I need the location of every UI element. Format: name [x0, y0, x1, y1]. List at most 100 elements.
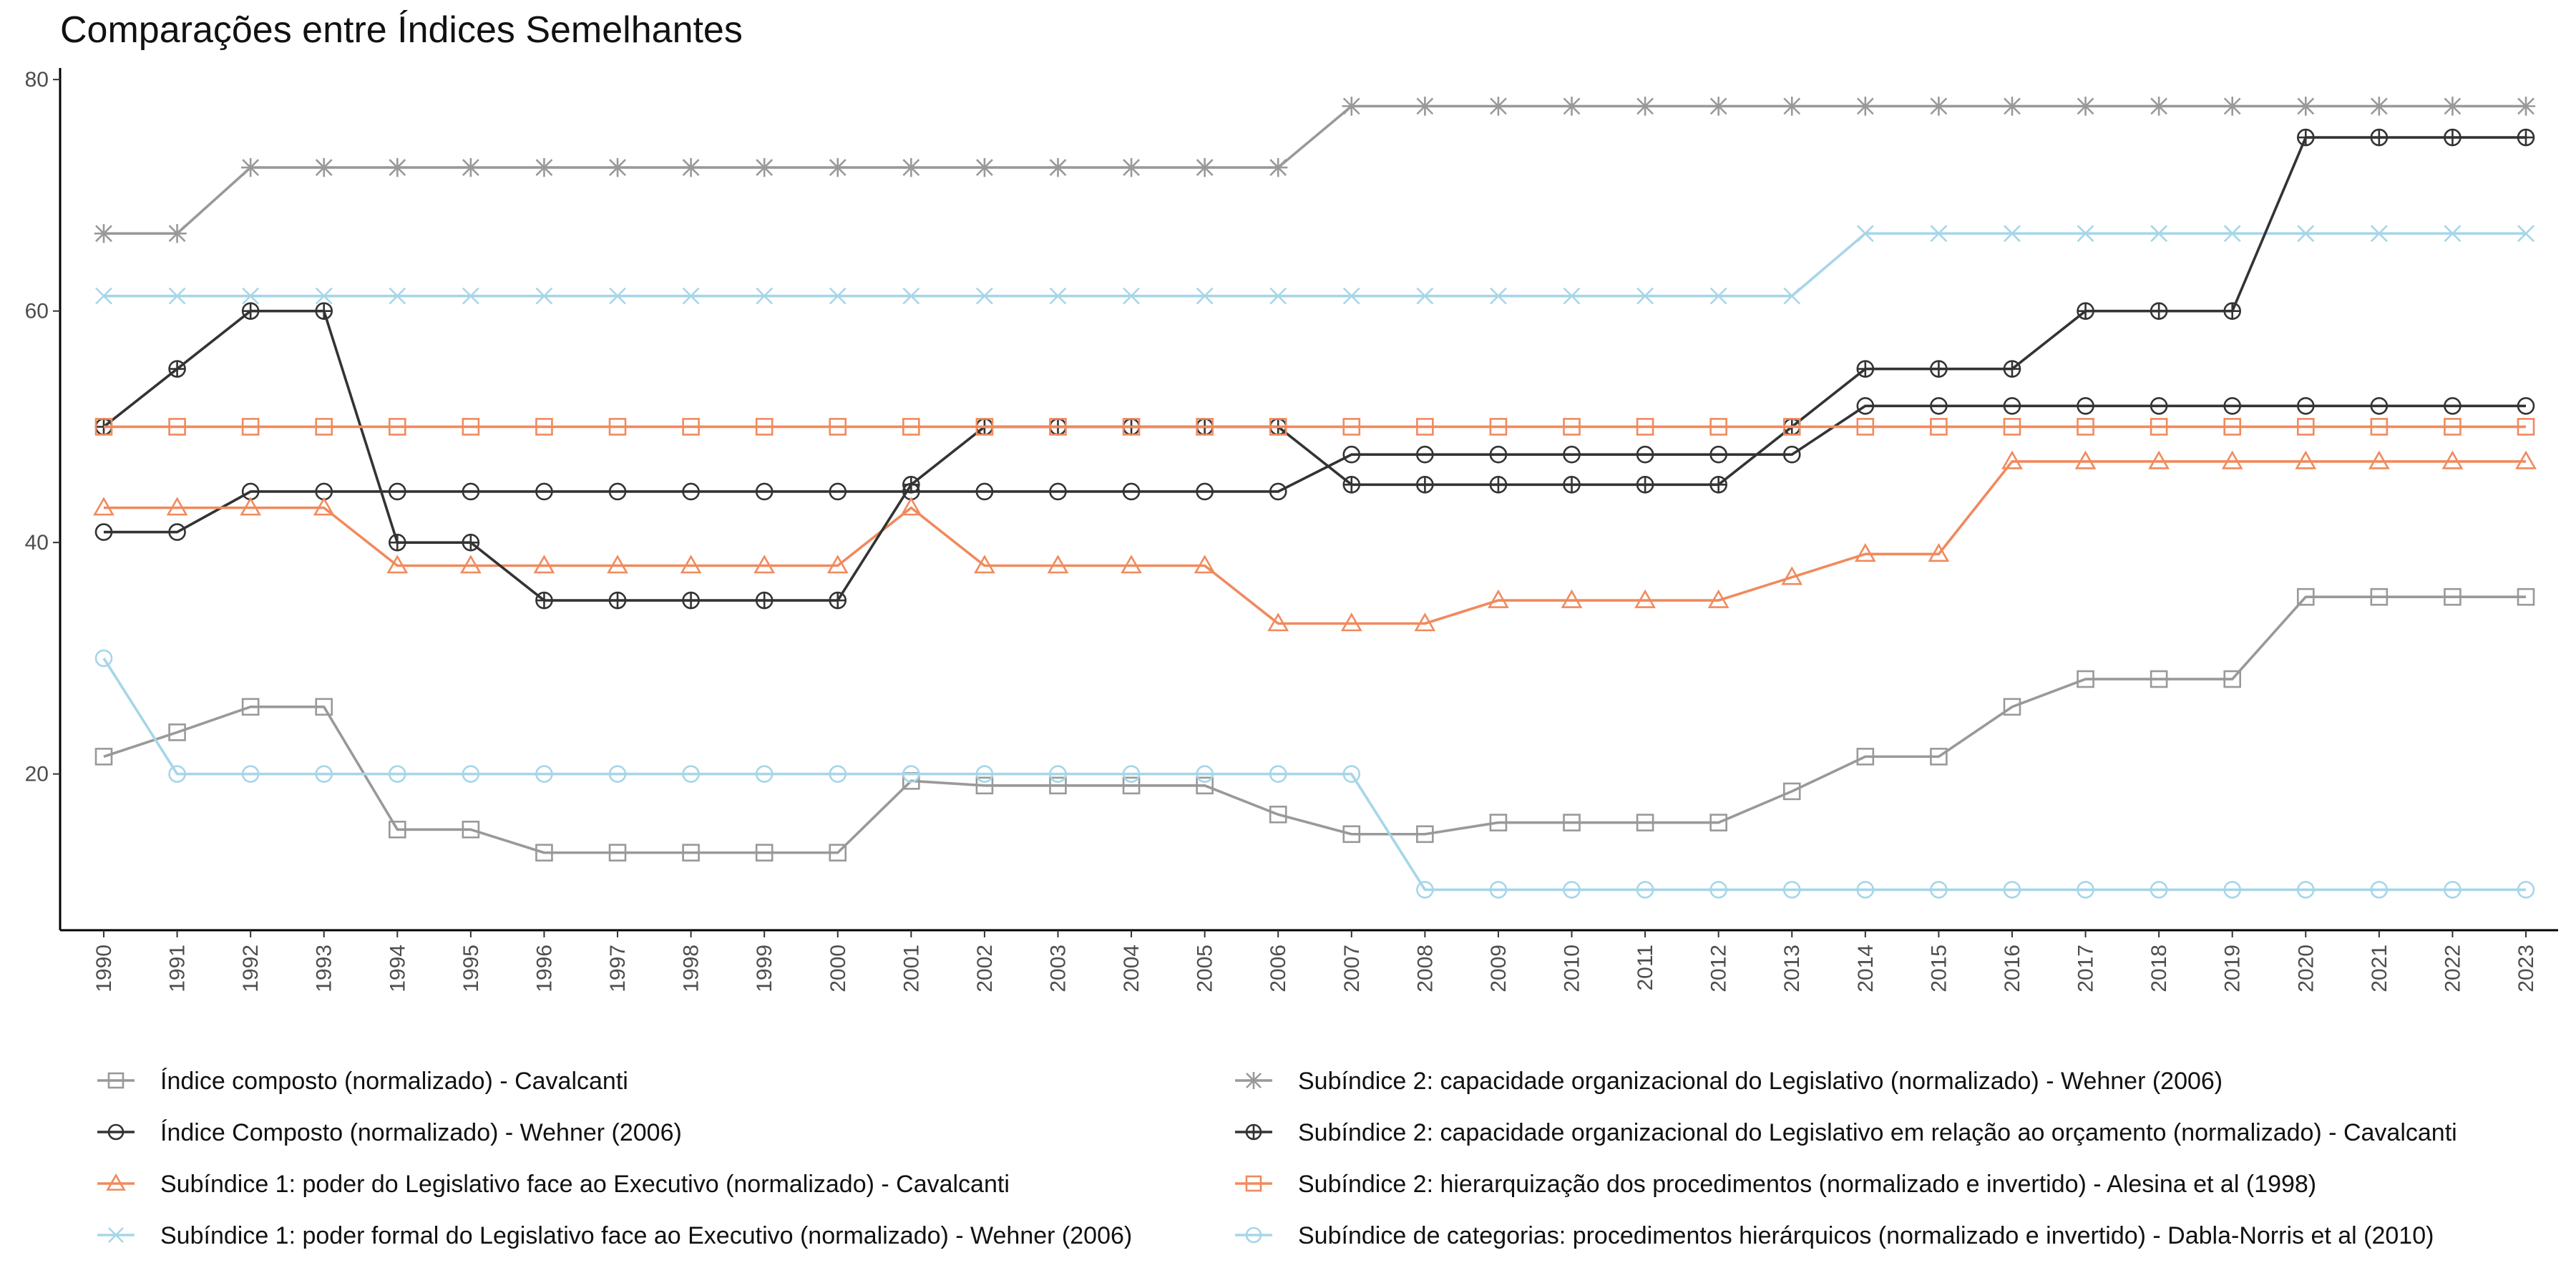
data-point-cross	[610, 592, 626, 609]
data-point	[2221, 450, 2243, 469]
data-point	[682, 844, 700, 862]
data-point	[1049, 418, 1067, 436]
data-point	[1930, 748, 1948, 766]
data-point-cross	[1343, 477, 1360, 493]
data-point	[535, 844, 553, 862]
data-point	[2223, 225, 2241, 243]
data-point-cross	[536, 592, 552, 609]
data-point	[167, 224, 187, 243]
data-point	[2517, 587, 2535, 606]
x-tick-label: 1992	[239, 945, 263, 992]
data-point	[2150, 396, 2168, 415]
data-point	[975, 765, 994, 783]
legend-label: Índice Composto (normalizado) - Wehner (…	[160, 1119, 682, 1146]
x-tick-label: 2017	[2074, 945, 2098, 992]
data-point	[1928, 543, 1950, 562]
data-point	[240, 157, 260, 177]
data-point-cross	[2298, 130, 2314, 146]
data-point	[1269, 805, 1287, 824]
data-point	[1416, 445, 1434, 464]
data-point	[2297, 225, 2315, 243]
x-tick-label: 2022	[2441, 945, 2464, 992]
data-point	[902, 765, 920, 783]
data-point	[2515, 450, 2537, 469]
data-point	[975, 287, 993, 305]
data-point	[168, 418, 186, 436]
x-tick-label: 1997	[606, 945, 630, 992]
data-point	[389, 482, 406, 501]
series-3	[93, 450, 2537, 632]
data-point	[1561, 589, 1583, 608]
x-tick-label: 1990	[92, 945, 116, 992]
data-point	[1196, 765, 1214, 783]
series-5	[94, 97, 2536, 243]
data-point-cross	[756, 592, 773, 609]
data-point	[2296, 587, 2315, 606]
data-point	[241, 765, 260, 783]
x-tick-label: 2009	[1487, 945, 1511, 992]
data-point	[608, 157, 628, 177]
data-point	[975, 418, 994, 436]
data-point	[315, 418, 333, 436]
data-point-cross	[1417, 477, 1433, 493]
data-point	[108, 1227, 124, 1243]
data-point	[315, 698, 333, 716]
data-point	[2003, 698, 2021, 716]
data-point	[1856, 225, 1874, 243]
data-point	[609, 287, 626, 305]
data-point	[2149, 97, 2169, 116]
data-point	[1930, 881, 1948, 899]
data-point	[1782, 445, 1801, 464]
x-tick-label: 2021	[2368, 945, 2391, 992]
data-point	[755, 844, 774, 862]
data-point	[314, 157, 333, 177]
data-point	[1269, 765, 1287, 783]
x-tick-label: 2013	[1780, 945, 1804, 992]
data-point	[2003, 418, 2021, 436]
data-point	[462, 482, 480, 501]
data-point	[1194, 555, 1216, 574]
data-point	[755, 765, 774, 783]
x-tick-label: 2010	[1561, 945, 1584, 992]
data-point	[462, 418, 480, 436]
data-point	[1123, 287, 1140, 305]
data-point	[1122, 776, 1141, 795]
data-point	[535, 157, 554, 177]
data-point	[2517, 396, 2535, 415]
data-point	[1636, 445, 1654, 464]
axes-layer: 20 40 60 80 1990 1991 1992 1993 1994 1995 1996 1997…	[25, 68, 2558, 992]
data-point	[242, 287, 260, 305]
data-point	[2370, 418, 2389, 436]
data-point	[1856, 881, 1875, 899]
data-point	[1930, 418, 1948, 436]
data-point	[607, 555, 628, 574]
data-point	[2295, 450, 2317, 469]
data-point	[974, 555, 995, 574]
data-point-cross	[2444, 130, 2461, 146]
data-point	[1783, 287, 1801, 305]
data-point	[1563, 881, 1581, 899]
data-point	[2223, 881, 2241, 899]
x-tick-label: 1994	[386, 945, 409, 992]
data-point	[1930, 396, 1948, 415]
legend-item-1: Índice composto (normalizado) - Cavalcan…	[97, 1068, 628, 1095]
data-point	[2077, 418, 2094, 436]
data-point	[2223, 97, 2242, 116]
data-point	[754, 157, 774, 177]
data-point	[1047, 555, 1069, 574]
data-point	[2517, 418, 2535, 436]
data-point	[1488, 589, 1509, 608]
data-point	[1122, 765, 1141, 783]
x-tick-label: 2001	[899, 945, 923, 992]
data-point	[1856, 748, 1875, 766]
data-point	[1416, 881, 1434, 899]
x-tick-label: 2004	[1120, 945, 1143, 992]
data-point	[1048, 157, 1068, 177]
data-point	[1049, 765, 1067, 783]
data-point	[2444, 587, 2462, 606]
series-line	[104, 232, 2526, 298]
x-tick-label: 1993	[313, 945, 336, 992]
data-point	[462, 765, 480, 783]
data-point-cross	[1563, 477, 1580, 493]
